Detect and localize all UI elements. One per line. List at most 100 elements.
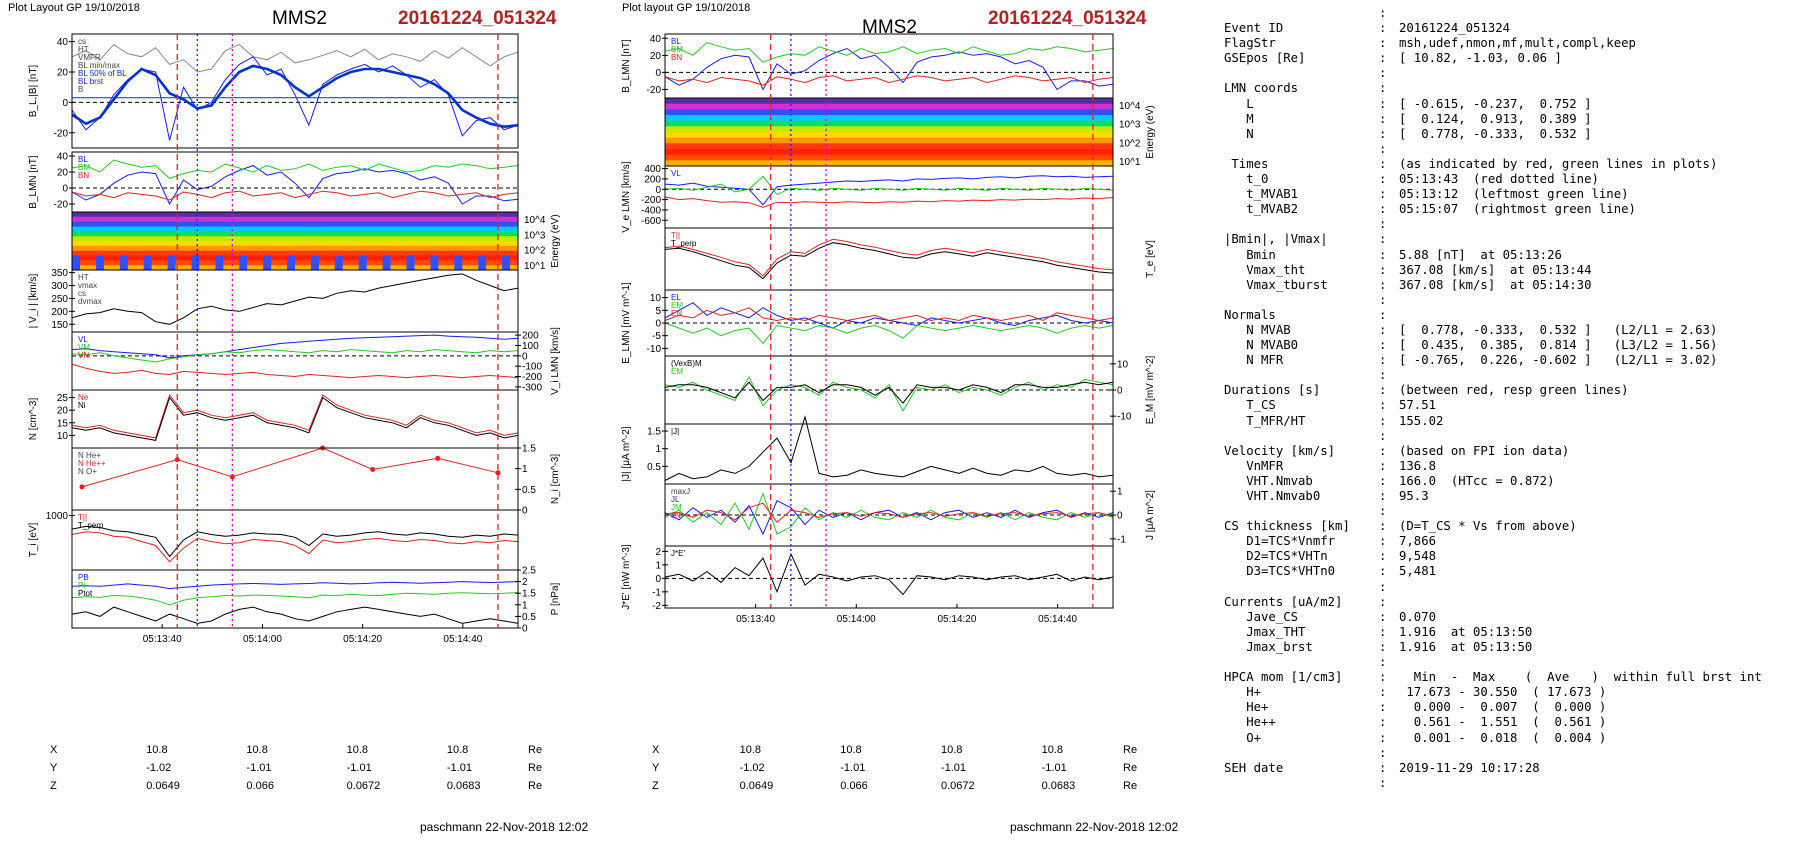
panel-jdote: 210-1-2J*E'J*E' [nW m^-3] <box>621 544 1114 612</box>
spectrogram-cell <box>1009 109 1018 116</box>
spectrogram-cell <box>390 265 400 271</box>
spectrogram-cell <box>1057 120 1066 127</box>
spectrogram-cell <box>318 260 328 266</box>
spectrogram-cell <box>817 137 826 144</box>
spectrogram-cell <box>1009 98 1018 105</box>
spectrogram-cell <box>889 137 898 144</box>
summary-key: VnMFR <box>1224 458 1284 473</box>
spectrogram-cell <box>761 154 770 161</box>
spectrogram-cell <box>239 216 248 223</box>
summary-value: 0.561 - 1.551 ( 0.561 ) <box>1399 715 1607 730</box>
spectrogram-cell <box>326 221 336 227</box>
spectrogram-cell <box>80 212 89 218</box>
spectrogram-cell <box>1097 143 1106 150</box>
left-footer: paschmann 22-Nov-2018 12:02 <box>420 820 589 834</box>
summary-row: : <box>1224 368 1799 383</box>
spectrogram-cell <box>87 245 97 252</box>
series-line-T-perp <box>664 242 1114 280</box>
spectrogram-cell <box>414 216 423 223</box>
spectrogram-cell <box>1049 115 1058 122</box>
spectrogram-cell <box>1025 154 1034 161</box>
spectrogram-cell <box>801 98 810 105</box>
spectrogram-cell <box>673 160 682 167</box>
spectrogram-cell <box>454 221 463 227</box>
summary-colon: : <box>1379 21 1387 36</box>
spectrogram-cell <box>342 241 352 247</box>
y-axis-label: Energy (eV) <box>550 214 561 267</box>
spectrogram-cell <box>897 103 906 110</box>
summary-row: SEH date:2019-11-29 10:17:28 <box>1224 761 1799 776</box>
spectrogram-cell <box>390 221 400 227</box>
spectrogram-cell <box>72 260 81 266</box>
spectrogram-cell <box>697 126 706 133</box>
spectrogram-cell <box>239 255 248 261</box>
spectrogram-cell <box>119 265 129 271</box>
spectrogram-cell <box>1065 126 1074 133</box>
spectrogram-cell <box>729 109 738 116</box>
position-value: 0.0649 <box>739 780 774 792</box>
spectrogram-cell <box>486 221 495 227</box>
summary-value: 1.916 at 05:13:50 <box>1399 624 1533 639</box>
spectrogram-cell <box>159 255 169 261</box>
spectrogram-cell <box>183 221 192 227</box>
summary-colon: : <box>1379 564 1387 579</box>
summary-value: 20161224_051324 <box>1399 21 1511 36</box>
spectrogram-cell <box>72 226 81 232</box>
summary-value: [ 0.778, -0.333, 0.532 ] <box>1399 126 1592 141</box>
y-tick-label: 200 <box>51 307 68 318</box>
spectrogram-cell <box>80 221 89 227</box>
spectrogram-cell <box>777 143 786 150</box>
spectrogram-cell <box>151 236 161 242</box>
summary-colon: : <box>1379 760 1387 775</box>
spectrogram-cell <box>135 231 145 237</box>
spectrogram-cell <box>342 265 352 271</box>
spectrogram-cell <box>326 231 336 237</box>
spectrogram-cell <box>1025 160 1034 167</box>
spectrogram-cell <box>342 212 352 218</box>
spectrogram-cell <box>905 109 914 116</box>
series-line-BN <box>664 75 1114 86</box>
spectrogram-cell <box>977 115 986 122</box>
spectrogram-cell <box>665 143 674 150</box>
position-row-label: X <box>652 744 660 756</box>
spectrogram-cell <box>486 241 495 247</box>
spectrogram-cell <box>263 255 272 261</box>
spectrogram-cell <box>1025 132 1034 139</box>
summary-row: M:[ 0.124, 0.913, 0.389 ] <box>1224 112 1799 127</box>
spectrogram-cell <box>374 250 384 256</box>
spectrogram-cell <box>382 226 392 232</box>
spectrogram-cell <box>881 132 890 139</box>
y-tick-label: 1 <box>655 560 661 571</box>
spectrogram-cell <box>729 154 738 161</box>
spectrogram-cell <box>207 245 216 252</box>
spectrogram-cell <box>486 265 495 271</box>
spectrogram-cell <box>358 260 368 266</box>
summary-value: 0.000 - 0.007 ( 0.000 ) <box>1399 700 1607 715</box>
spectrogram-cell <box>961 154 970 161</box>
spectrogram-cell <box>454 260 463 266</box>
y-tick-label: 20 <box>650 51 662 62</box>
spectrogram-cell <box>689 115 698 122</box>
spectrogram-cell <box>1081 143 1090 150</box>
spectrogram-cell <box>777 115 786 122</box>
spectrogram-cell <box>414 260 423 266</box>
spectrogram-cell <box>833 109 842 116</box>
spectrogram-cell <box>905 120 914 127</box>
spectrogram-cell <box>825 149 834 156</box>
spectrogram-cell <box>833 115 842 122</box>
summary-value: 05:13:12 (leftmost green line) <box>1399 187 1629 202</box>
spectrogram-cell <box>263 245 272 252</box>
y-tick-label: 1 <box>1117 487 1123 498</box>
spectrogram-cell <box>745 103 754 110</box>
spectrogram-cell <box>199 245 208 252</box>
spectrogram-cell <box>510 241 519 247</box>
spectrogram-cell <box>713 137 722 144</box>
spectrogram-cell <box>318 265 328 271</box>
spectrogram-cell <box>929 115 938 122</box>
spectrogram-cell <box>1049 149 1058 156</box>
spectrogram-cell <box>406 231 415 237</box>
spectrogram-cell <box>881 115 890 122</box>
spectrogram-cell <box>303 221 312 227</box>
spectrogram-cell <box>985 103 994 110</box>
spectrogram-cell <box>95 231 105 237</box>
